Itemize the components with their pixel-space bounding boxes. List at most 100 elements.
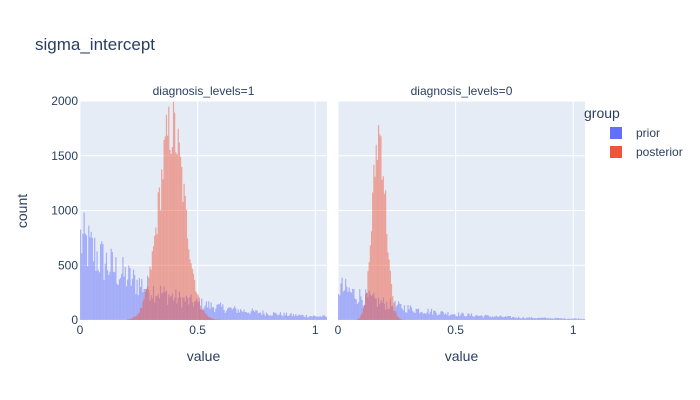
histogram-bar[interactable] [433,310,435,320]
histogram-bar[interactable] [394,300,396,320]
histogram-bar[interactable] [115,257,117,320]
histogram-bar[interactable] [453,314,455,320]
histogram-bar[interactable] [295,313,297,320]
histogram-bar[interactable] [282,316,284,320]
histogram-bar[interactable] [503,317,506,320]
histogram-bar[interactable] [381,179,383,320]
histogram-bar[interactable] [291,316,293,320]
histogram-bar[interactable] [510,318,513,320]
histogram-bar[interactable] [136,279,138,320]
histogram-bar[interactable] [263,313,265,320]
histogram-bar[interactable] [347,291,349,320]
histogram-bar[interactable] [357,302,360,320]
histogram-bar[interactable] [189,259,191,320]
histogram-bar[interactable] [139,287,142,320]
histogram-bar[interactable] [158,187,160,320]
histogram-bar[interactable] [241,311,243,320]
histogram-bar[interactable] [127,279,129,320]
histogram-bar[interactable] [574,318,576,320]
histogram-bar[interactable] [512,317,514,320]
histogram-bar[interactable] [296,316,298,320]
histogram-bar[interactable] [175,152,177,320]
histogram-bar[interactable] [316,316,318,320]
histogram-bar[interactable] [132,269,135,320]
histogram-bar[interactable] [360,315,362,320]
histogram-bar[interactable] [198,297,200,320]
histogram-bar[interactable] [430,308,433,320]
histogram-bar[interactable] [225,310,228,320]
histogram-bar[interactable] [469,315,471,320]
histogram-bar[interactable] [125,286,128,320]
histogram-bar[interactable] [248,312,250,320]
histogram-bar[interactable] [271,315,273,320]
histogram-bar[interactable] [396,304,398,320]
histogram-bar[interactable] [505,316,507,320]
histogram-bar[interactable] [508,316,510,320]
histogram-bar[interactable] [341,277,343,320]
histogram-bar[interactable] [356,304,358,320]
histogram-bar[interactable] [105,252,108,320]
histogram-bar[interactable] [459,316,461,320]
histogram-bar[interactable] [539,318,541,320]
histogram-bar[interactable] [368,262,370,320]
histogram-bar[interactable] [136,314,138,320]
histogram-bar[interactable] [361,300,363,320]
histogram-bar[interactable] [434,310,436,320]
histogram-bar[interactable] [167,135,169,320]
histogram-bar[interactable] [209,308,211,320]
histogram-bar[interactable] [132,317,135,320]
histogram-bar[interactable] [275,312,277,320]
histogram-bar[interactable] [199,305,202,320]
histogram-bar[interactable] [118,279,120,320]
histogram-bar[interactable] [560,318,562,320]
histogram-bar[interactable] [406,312,408,320]
histogram-bar[interactable] [261,314,263,320]
histogram-bar[interactable] [392,296,394,320]
histogram-bar[interactable] [257,313,259,320]
histogram-bar[interactable] [514,317,516,320]
histogram-bar[interactable] [339,295,341,320]
histogram-bar[interactable] [554,317,556,320]
histogram-bar[interactable] [565,318,567,320]
histogram-bar[interactable] [325,316,327,320]
histogram-bar[interactable] [251,308,253,320]
histogram-bar[interactable] [119,277,122,320]
histogram-bar[interactable] [230,307,232,320]
histogram-bar[interactable] [390,283,393,320]
histogram-bar[interactable] [297,315,299,320]
histogram-bar[interactable] [319,316,322,320]
histogram-bar[interactable] [535,318,537,320]
histogram-bar[interactable] [201,309,203,320]
histogram-bar[interactable] [515,317,517,320]
histogram-bar[interactable] [519,317,521,320]
histogram-bar[interactable] [196,293,198,320]
histogram-bar[interactable] [462,313,464,320]
histogram-bar[interactable] [289,314,291,320]
histogram-bar[interactable] [259,312,262,320]
histogram-bar[interactable] [522,316,524,320]
histogram-bar[interactable] [249,314,251,320]
histogram-bar[interactable] [455,316,457,320]
histogram-bar[interactable] [388,259,390,320]
histogram-bar[interactable] [298,314,300,320]
histogram-bar[interactable] [101,241,103,320]
histogram-bar[interactable] [553,318,555,320]
histogram-bar[interactable] [205,301,208,320]
histogram-bar[interactable] [573,318,575,320]
histogram-bar[interactable] [165,114,168,321]
histogram-bar[interactable] [178,142,180,320]
histogram-bar[interactable] [576,319,578,320]
histogram-bar[interactable] [399,318,401,320]
histogram-bar[interactable] [324,316,326,320]
histogram-bar[interactable] [397,317,400,320]
histogram-bar[interactable] [138,277,140,320]
histogram-bar[interactable] [502,317,504,320]
histogram-bar[interactable] [137,313,139,320]
histogram-bar[interactable] [566,319,568,320]
histogram-bar[interactable] [117,285,119,320]
histogram-bar[interactable] [145,288,148,320]
histogram-bar[interactable] [582,318,584,320]
histogram-bar[interactable] [235,308,237,320]
histogram-bar[interactable] [413,312,415,320]
histogram-bar[interactable] [267,313,269,320]
